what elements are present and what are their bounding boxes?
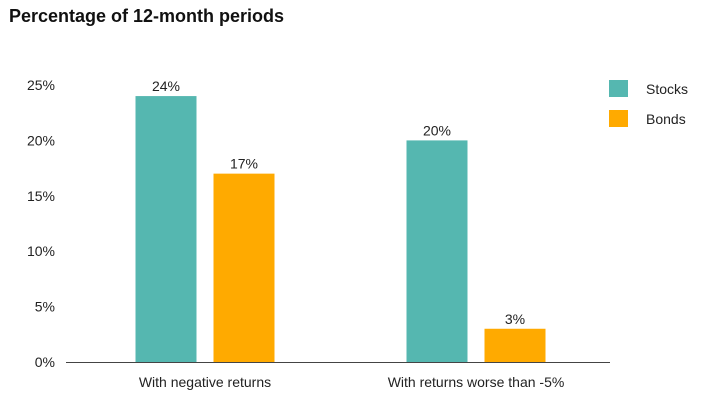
legend-swatch-stocks xyxy=(609,80,628,97)
legend: Stocks Bonds xyxy=(609,80,688,127)
y-axis: 0% 5% 10% 15% 20% 25% xyxy=(27,77,55,370)
category-label-2: With returns worse than -5% xyxy=(388,374,565,390)
legend-swatch-bonds xyxy=(609,110,628,127)
y-tick-label: 15% xyxy=(27,188,55,204)
bar-stocks-2 xyxy=(406,140,468,362)
category-label-1: With negative returns xyxy=(139,374,271,390)
legend-label-bonds: Bonds xyxy=(646,111,686,127)
bar-bonds-1 xyxy=(213,173,275,362)
y-tick-label: 5% xyxy=(35,299,55,315)
x-axis: With negative returns With returns worse … xyxy=(139,374,564,390)
y-tick-label: 20% xyxy=(27,132,55,148)
bar-stocks-1 xyxy=(135,96,197,362)
data-label-bonds-2: 3% xyxy=(505,311,525,327)
bar-bonds-2 xyxy=(484,328,546,362)
y-tick-label: 10% xyxy=(27,243,55,259)
data-labels: 24% 17% 20% 3% xyxy=(152,78,525,327)
bars xyxy=(135,96,546,362)
data-label-bonds-1: 17% xyxy=(230,156,258,172)
y-tick-label: 0% xyxy=(35,354,55,370)
legend-label-stocks: Stocks xyxy=(646,81,688,97)
y-tick-label: 25% xyxy=(27,77,55,93)
chart-title: Percentage of 12-month periods xyxy=(9,6,285,26)
data-label-stocks-1: 24% xyxy=(152,78,180,94)
data-label-stocks-2: 20% xyxy=(423,122,451,138)
